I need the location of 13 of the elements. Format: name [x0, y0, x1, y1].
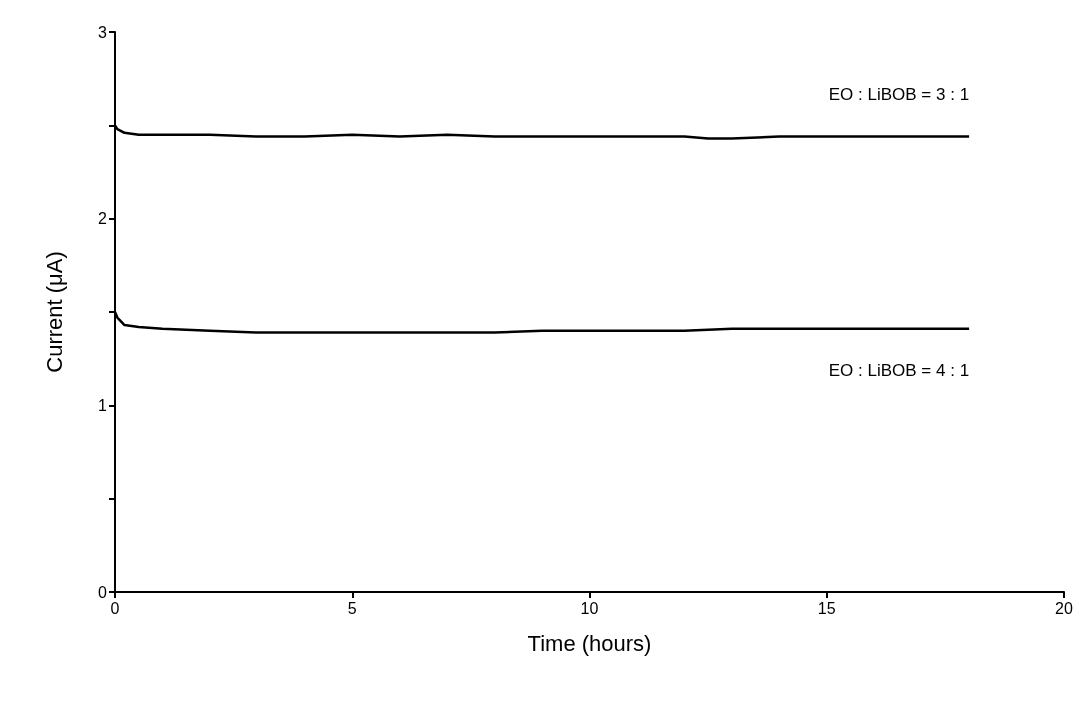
x-tick-label: 5 — [347, 599, 357, 617]
y-axis-title: Current (μA) — [41, 251, 67, 373]
y-tick-label: 1 — [98, 396, 108, 414]
x-axis-title: Time (hours) — [527, 630, 652, 656]
series-label: EO : LiBOB = 3 : 1 — [828, 85, 970, 105]
x-tick-label: 15 — [817, 599, 836, 617]
x-tick-label: 10 — [580, 599, 599, 617]
series-label: EO : LiBOB = 4 : 1 — [828, 361, 970, 381]
x-tick-label: 20 — [1055, 599, 1073, 617]
y-tick-label: 0 — [98, 583, 108, 601]
x-tick-label: 0 — [110, 599, 120, 617]
y-tick-label: 2 — [98, 210, 108, 228]
y-tick-label: 3 — [98, 23, 108, 41]
